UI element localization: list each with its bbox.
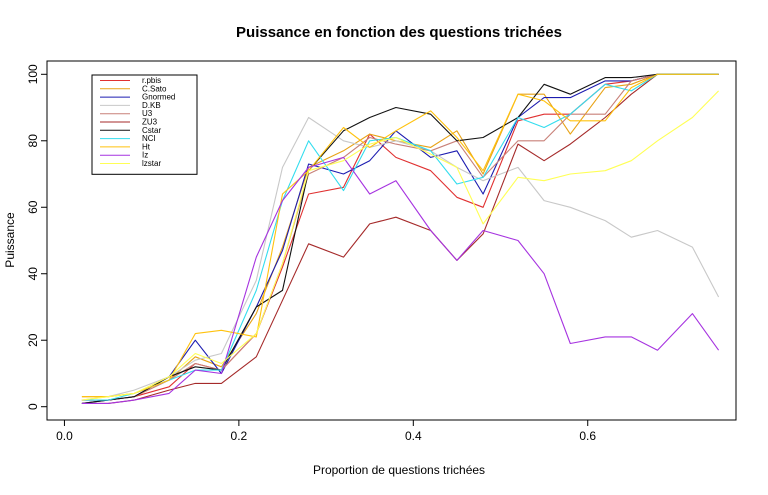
y-axis: 0 20 40 60 80 100 [26, 64, 47, 410]
x-axis-label: Proportion de questions trichées [313, 463, 485, 477]
x-tick-label: 0.2 [231, 429, 248, 443]
legend-box [91, 74, 198, 175]
y-tick-label: 0 [26, 403, 40, 410]
series-line-d-kb [81, 116, 720, 401]
series-line-lzstar [81, 90, 719, 401]
legend: r.pbisC.SatoGnormedD.KBU3ZU3CstarNCIHtIz… [91, 74, 198, 175]
legend-label: U3 [142, 109, 153, 118]
y-tick-label: 20 [26, 333, 40, 347]
y-tick-label: 80 [26, 134, 40, 148]
x-axis: 0.0 0.2 0.4 0.6 [56, 420, 596, 443]
y-tick-label: 40 [26, 267, 40, 281]
series-line-u3 [81, 73, 719, 401]
series-line-ht [81, 73, 719, 398]
legend-label: Ht [142, 142, 151, 151]
legend-label: Gnormed [142, 93, 175, 102]
legend-label: Iz [142, 151, 148, 160]
legend-label: lzstar [142, 159, 161, 168]
series-line-cstar [81, 73, 719, 404]
legend-label: r.pbis [142, 76, 161, 85]
legend-label: C.Sato [142, 84, 167, 93]
y-tick-label: 60 [26, 200, 40, 214]
series-line-iz [81, 156, 720, 404]
series-line-r-pbis [81, 73, 719, 401]
legend-label: Cstar [142, 126, 161, 135]
y-axis-label: Puissance [3, 212, 17, 268]
x-tick-label: 0.6 [579, 429, 596, 443]
x-tick-label: 0.0 [56, 429, 73, 443]
legend-label: NCI [142, 134, 156, 143]
legend-label: ZU3 [142, 118, 158, 127]
legend-label: D.KB [142, 101, 161, 110]
plot-frame [46, 60, 737, 421]
x-tick-label: 0.4 [405, 429, 422, 443]
y-tick-label: 100 [26, 64, 40, 84]
series-layer [81, 73, 720, 404]
chart-title: Puissance en fonction des questions tric… [236, 24, 562, 41]
